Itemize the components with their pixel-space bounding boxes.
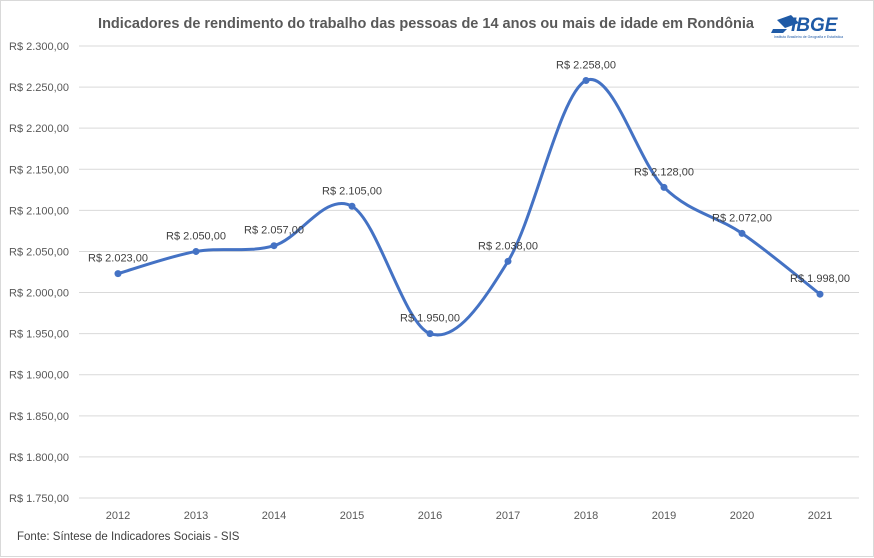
data-point <box>504 257 512 265</box>
x-tick-label: 2020 <box>730 510 754 522</box>
y-tick-label: R$ 1.850,00 <box>9 411 69 423</box>
ibge-logo: IBGE Instituto Brasileiro de Geografia e… <box>771 15 843 39</box>
y-tick-label: R$ 1.800,00 <box>9 452 69 464</box>
data-label: R$ 2.072,00 <box>712 212 772 224</box>
data-label: R$ 1.950,00 <box>400 313 460 325</box>
x-tick-label: 2014 <box>262 510 286 522</box>
data-label: R$ 1.998,00 <box>790 273 850 285</box>
y-tick-label: R$ 2.000,00 <box>9 288 69 300</box>
chart-title: Indicadores de rendimento do trabalho da… <box>98 16 755 32</box>
ibge-logo-mark-icon <box>771 15 799 33</box>
data-point <box>114 270 122 278</box>
y-tick-label: R$ 1.750,00 <box>9 493 69 505</box>
y-tick-label: R$ 1.950,00 <box>9 329 69 341</box>
source-note: Fonte: Síntese de Indicadores Sociais - … <box>17 531 240 543</box>
data-point <box>426 330 434 338</box>
x-tick-label: 2016 <box>418 510 442 522</box>
x-tick-label: 2019 <box>652 510 676 522</box>
data-label: R$ 2.258,00 <box>556 60 616 72</box>
y-tick-label: R$ 2.300,00 <box>9 41 69 53</box>
data-label: R$ 2.128,00 <box>634 166 694 178</box>
data-point <box>348 202 356 210</box>
y-tick-label: R$ 2.050,00 <box>9 246 69 258</box>
data-label: R$ 2.038,00 <box>478 240 538 252</box>
data-label: R$ 2.057,00 <box>244 225 304 237</box>
y-tick-label: R$ 2.250,00 <box>9 82 69 94</box>
data-point <box>582 77 590 85</box>
x-tick-label: 2013 <box>184 510 208 522</box>
data-point <box>270 242 278 250</box>
data-point <box>738 229 746 237</box>
data-point <box>816 290 824 298</box>
x-tick-label: 2012 <box>106 510 130 522</box>
data-point <box>660 183 668 191</box>
x-tick-label: 2017 <box>496 510 520 522</box>
data-label: R$ 2.023,00 <box>88 253 148 265</box>
y-tick-label: R$ 2.200,00 <box>9 123 69 135</box>
data-label: R$ 2.105,00 <box>322 185 382 197</box>
data-point <box>192 247 200 255</box>
x-tick-label: 2021 <box>808 510 832 522</box>
x-tick-label: 2018 <box>574 510 598 522</box>
ibge-logo-text: IBGE <box>791 15 839 36</box>
data-label: R$ 2.050,00 <box>166 230 226 242</box>
y-tick-label: R$ 2.150,00 <box>9 164 69 176</box>
series-line <box>117 77 821 337</box>
y-tick-label: R$ 1.900,00 <box>9 370 69 382</box>
x-tick-label: 2015 <box>340 510 364 522</box>
ibge-logo-subtitle: Instituto Brasileiro de Geografia e Esta… <box>774 35 843 39</box>
y-tick-label: R$ 2.100,00 <box>9 205 69 217</box>
